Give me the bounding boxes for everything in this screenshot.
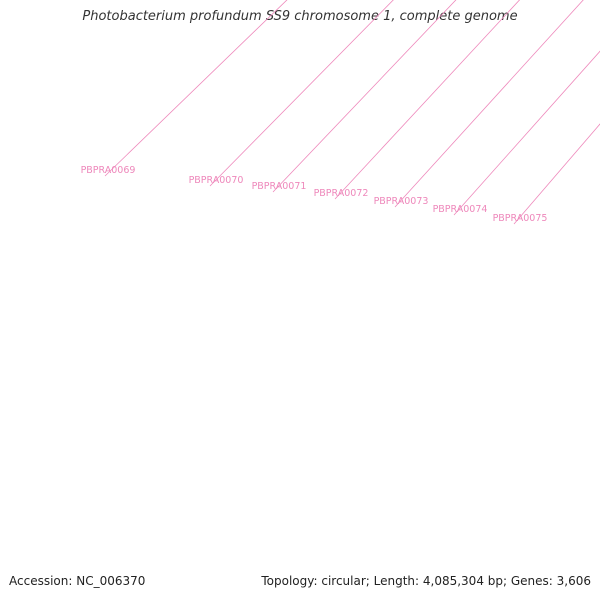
gene-label-pbpra0069: PBPRA0069 bbox=[81, 165, 136, 176]
leader-line bbox=[104, 0, 288, 177]
map-title: Photobacterium profundum SS9 chromosome … bbox=[82, 9, 518, 24]
leader-line bbox=[513, 123, 600, 225]
accession-text: Accession: NC_006370 bbox=[9, 574, 146, 588]
genome-summary-text: Topology: circular; Length: 4,085,304 bp… bbox=[261, 574, 591, 588]
leader-line bbox=[209, 0, 394, 187]
leader-line bbox=[334, 0, 521, 200]
leader-line bbox=[272, 0, 457, 193]
gene-label-pbpra0070: PBPRA0070 bbox=[189, 175, 244, 186]
gene-label-pbpra0073: PBPRA0073 bbox=[374, 196, 429, 207]
gene-label-pbpra0071: PBPRA0071 bbox=[252, 181, 307, 192]
leader-line bbox=[453, 50, 600, 216]
gene-label-pbpra0072: PBPRA0072 bbox=[314, 188, 369, 199]
gene-label-pbpra0074: PBPRA0074 bbox=[433, 204, 488, 215]
gene-labels: PBPRA0069 PBPRA0070 PBPRA0071 PBPRA0072 PBPR… bbox=[81, 165, 548, 224]
gene-label-pbpra0075: PBPRA0075 bbox=[493, 213, 548, 224]
